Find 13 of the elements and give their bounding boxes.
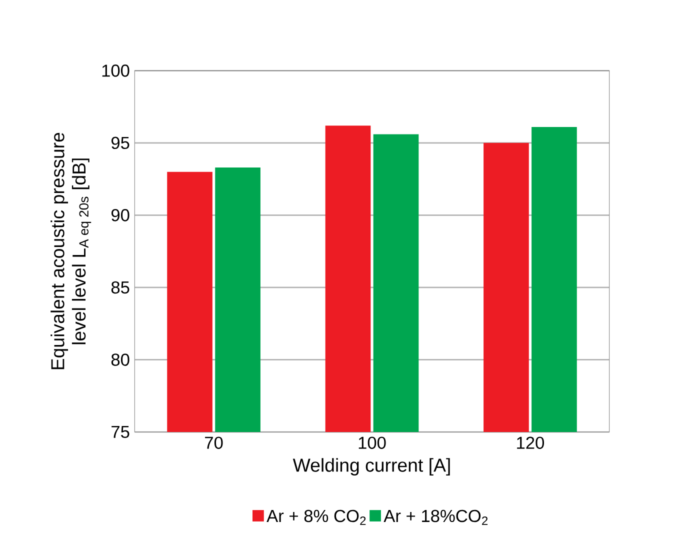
x-tick-label: 120 bbox=[517, 436, 544, 449]
y-tick-label: 80 bbox=[111, 354, 130, 366]
x-axis-title: Welding current [A] bbox=[292, 458, 450, 476]
x-tick-label: 100 bbox=[358, 436, 386, 449]
legend-label: Ar + 18%CO$_{2}$ bbox=[384, 510, 488, 525]
y-tick-label: 75 bbox=[112, 426, 130, 438]
legend-label: Ar + 8% CO$_{2}$ bbox=[266, 510, 366, 525]
y-tick-label: 85 bbox=[111, 281, 130, 294]
x-tick-label: 70 bbox=[205, 436, 223, 449]
y-tick-label: 95 bbox=[111, 136, 130, 150]
y-axis-title: $\begin{array}{c}\text{Equivalent acoustic pressure}\\ \text{level level }\text{L}_{\text{A eq 20s}}\text{ [dB]}\end{array}$ bbox=[50, 132, 92, 370]
y-tick-label: 100 bbox=[102, 64, 130, 77]
y-tick-label: 90 bbox=[111, 209, 130, 222]
